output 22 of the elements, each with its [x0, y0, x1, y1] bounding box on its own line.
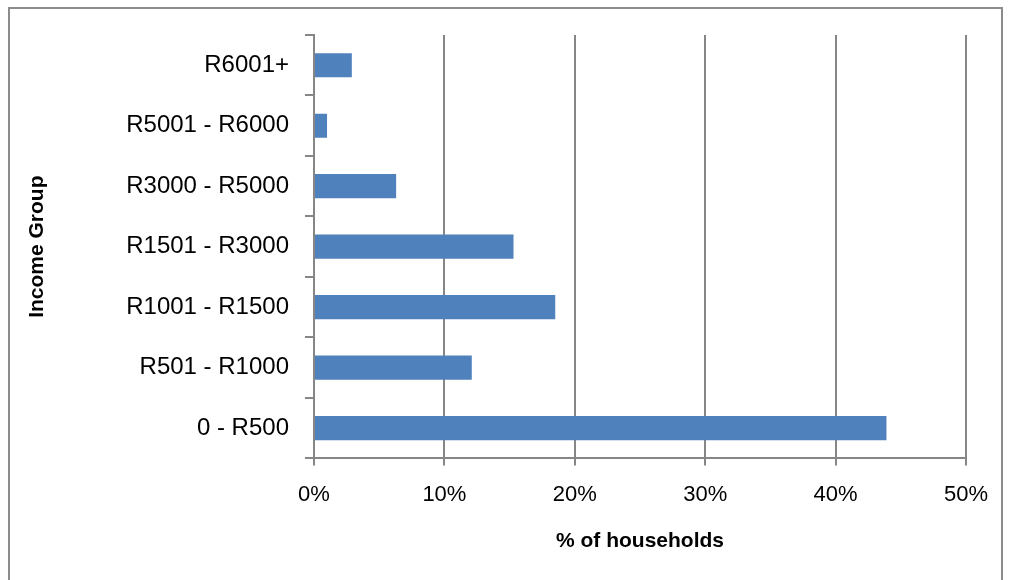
- x-tick-label: 0%: [298, 480, 330, 506]
- y-tick-label: R3000 - R5000: [126, 170, 289, 198]
- bar: [315, 355, 472, 380]
- x-tick-label: 50%: [943, 480, 989, 506]
- x-tick-label: 10%: [422, 480, 467, 506]
- y-tick-label: 0 - R500: [196, 412, 289, 440]
- y-tick-label: R1001 - R1500: [126, 291, 289, 319]
- y-axis-title: Income Group: [24, 175, 48, 318]
- y-tick-label: R5001 - R6000: [126, 110, 289, 138]
- bar: [315, 53, 352, 78]
- x-axis-title: % of households: [556, 528, 724, 552]
- x-tick-label: 30%: [683, 480, 728, 506]
- bar: [315, 174, 397, 199]
- bar: [315, 234, 514, 259]
- y-tick-label: R6001+: [204, 49, 289, 77]
- x-tick-label: 20%: [552, 480, 597, 506]
- bar: [315, 295, 556, 320]
- y-tick-label: R1501 - R3000: [126, 231, 289, 259]
- x-tick-label: 40%: [813, 480, 858, 506]
- bar: [315, 416, 887, 441]
- y-tick-label: R501 - R1000: [139, 352, 289, 380]
- bar: [315, 113, 328, 138]
